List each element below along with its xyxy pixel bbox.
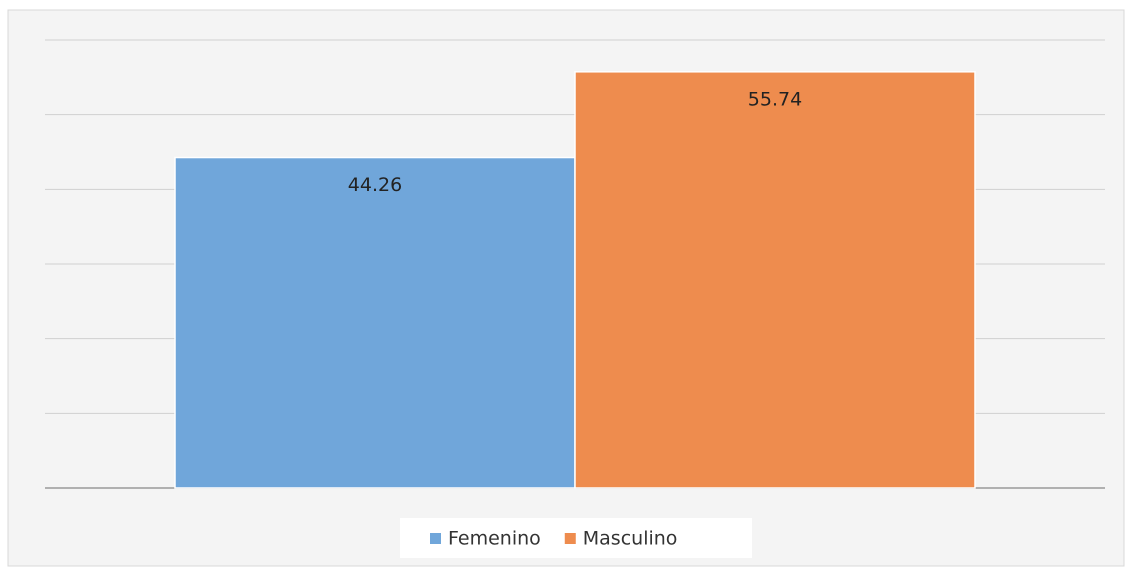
data-label: 44.26 bbox=[348, 174, 402, 196]
legend-label: Femenino bbox=[448, 528, 541, 550]
legend-box bbox=[400, 518, 752, 558]
legend-label: Masculino bbox=[583, 528, 678, 550]
bar bbox=[574, 71, 976, 489]
legend-swatch bbox=[430, 533, 441, 544]
legend-swatch bbox=[564, 533, 576, 544]
data-label: 55.74 bbox=[748, 88, 802, 110]
bar bbox=[174, 156, 576, 489]
